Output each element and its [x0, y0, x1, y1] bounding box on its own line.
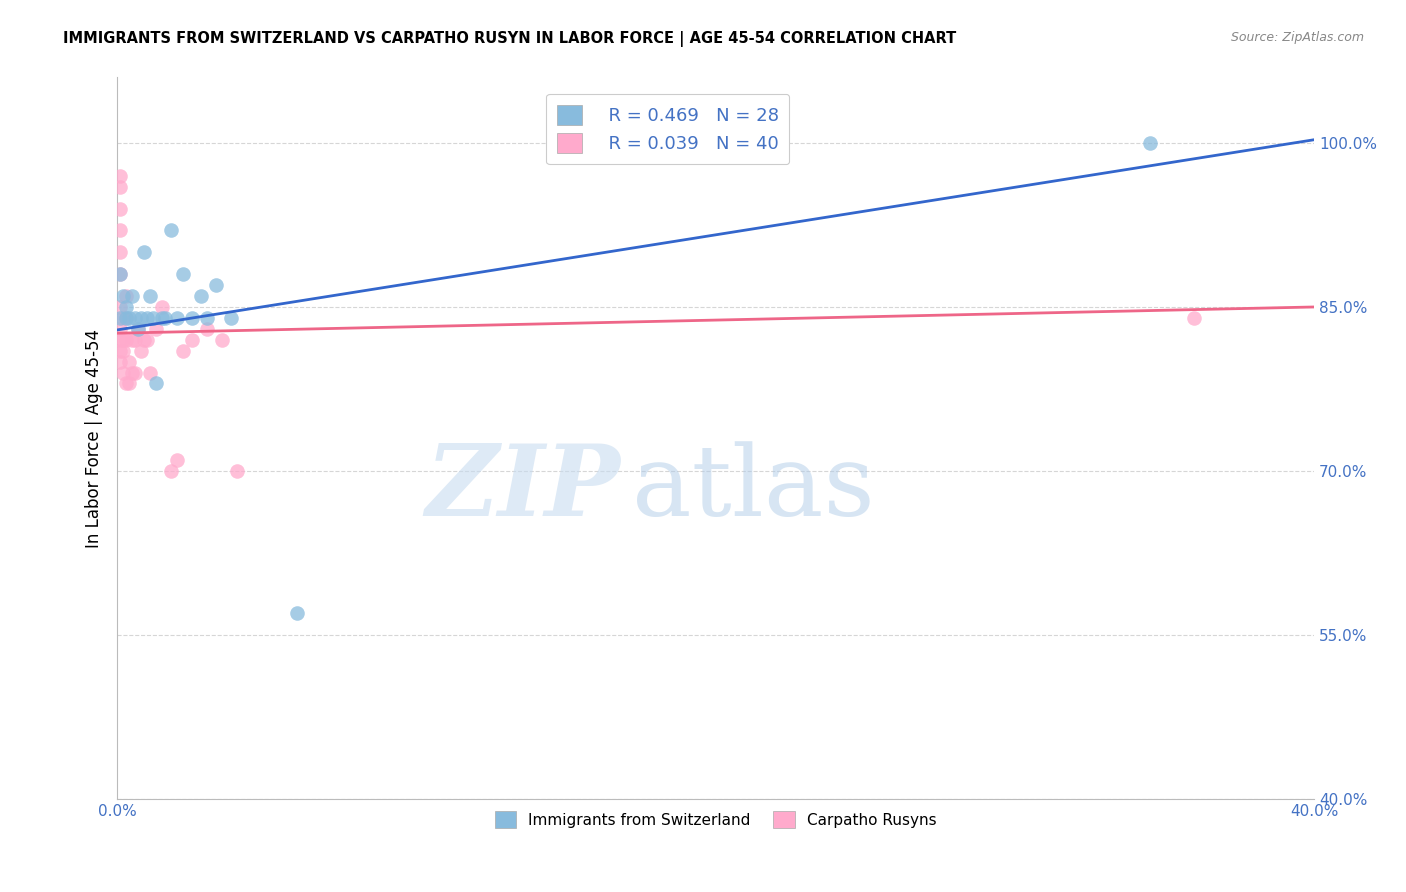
- Point: [205, 278, 228, 293]
- Point: [115, 300, 138, 314]
- Point: [108, 169, 131, 183]
- Point: [108, 310, 131, 325]
- Point: [172, 343, 194, 358]
- Point: [118, 354, 141, 368]
- Point: [127, 322, 149, 336]
- Point: [112, 333, 135, 347]
- Point: [190, 289, 212, 303]
- Point: [108, 333, 131, 347]
- Point: [108, 354, 131, 368]
- Point: [142, 310, 165, 325]
- Point: [211, 333, 233, 347]
- Point: [134, 245, 156, 260]
- Point: [112, 310, 135, 325]
- Point: [108, 267, 131, 281]
- Point: [181, 310, 204, 325]
- Point: [150, 300, 173, 314]
- Point: [115, 333, 138, 347]
- Point: [118, 310, 141, 325]
- Point: [160, 464, 183, 478]
- Point: [139, 289, 162, 303]
- Point: [115, 376, 138, 391]
- Point: [145, 322, 167, 336]
- Point: [136, 333, 159, 347]
- Point: [108, 300, 131, 314]
- Point: [112, 343, 135, 358]
- Point: [108, 343, 131, 358]
- Text: atlas: atlas: [631, 441, 875, 536]
- Point: [108, 245, 131, 260]
- Point: [153, 310, 176, 325]
- Point: [121, 366, 143, 380]
- Point: [108, 267, 131, 281]
- Point: [115, 310, 138, 325]
- Point: [195, 322, 218, 336]
- Point: [689, 136, 711, 150]
- Point: [127, 322, 149, 336]
- Point: [1139, 136, 1161, 150]
- Point: [166, 310, 188, 325]
- Point: [285, 606, 308, 620]
- Text: IMMIGRANTS FROM SWITZERLAND VS CARPATHO RUSYN IN LABOR FORCE | AGE 45-54 CORRELA: IMMIGRANTS FROM SWITZERLAND VS CARPATHO …: [63, 31, 956, 47]
- Point: [115, 289, 138, 303]
- Point: [121, 333, 143, 347]
- Point: [195, 310, 218, 325]
- Point: [108, 223, 131, 237]
- Text: Source: ZipAtlas.com: Source: ZipAtlas.com: [1230, 31, 1364, 45]
- Point: [1182, 310, 1205, 325]
- Text: ZIP: ZIP: [425, 441, 620, 537]
- Point: [118, 376, 141, 391]
- Point: [150, 310, 173, 325]
- Point: [225, 464, 247, 478]
- Point: [139, 366, 162, 380]
- Point: [108, 322, 131, 336]
- Legend: Immigrants from Switzerland, Carpatho Rusyns: Immigrants from Switzerland, Carpatho Ru…: [488, 805, 943, 835]
- Point: [112, 289, 135, 303]
- Point: [124, 310, 146, 325]
- Point: [124, 366, 146, 380]
- Point: [129, 310, 152, 325]
- Point: [108, 179, 131, 194]
- Point: [121, 289, 143, 303]
- Point: [112, 366, 135, 380]
- Point: [115, 310, 138, 325]
- Point: [134, 333, 156, 347]
- Y-axis label: In Labor Force | Age 45-54: In Labor Force | Age 45-54: [86, 328, 103, 548]
- Point: [145, 376, 167, 391]
- Point: [136, 310, 159, 325]
- Point: [108, 202, 131, 216]
- Point: [160, 223, 183, 237]
- Point: [172, 267, 194, 281]
- Point: [166, 453, 188, 467]
- Point: [181, 333, 204, 347]
- Point: [219, 310, 242, 325]
- Point: [129, 343, 152, 358]
- Point: [124, 333, 146, 347]
